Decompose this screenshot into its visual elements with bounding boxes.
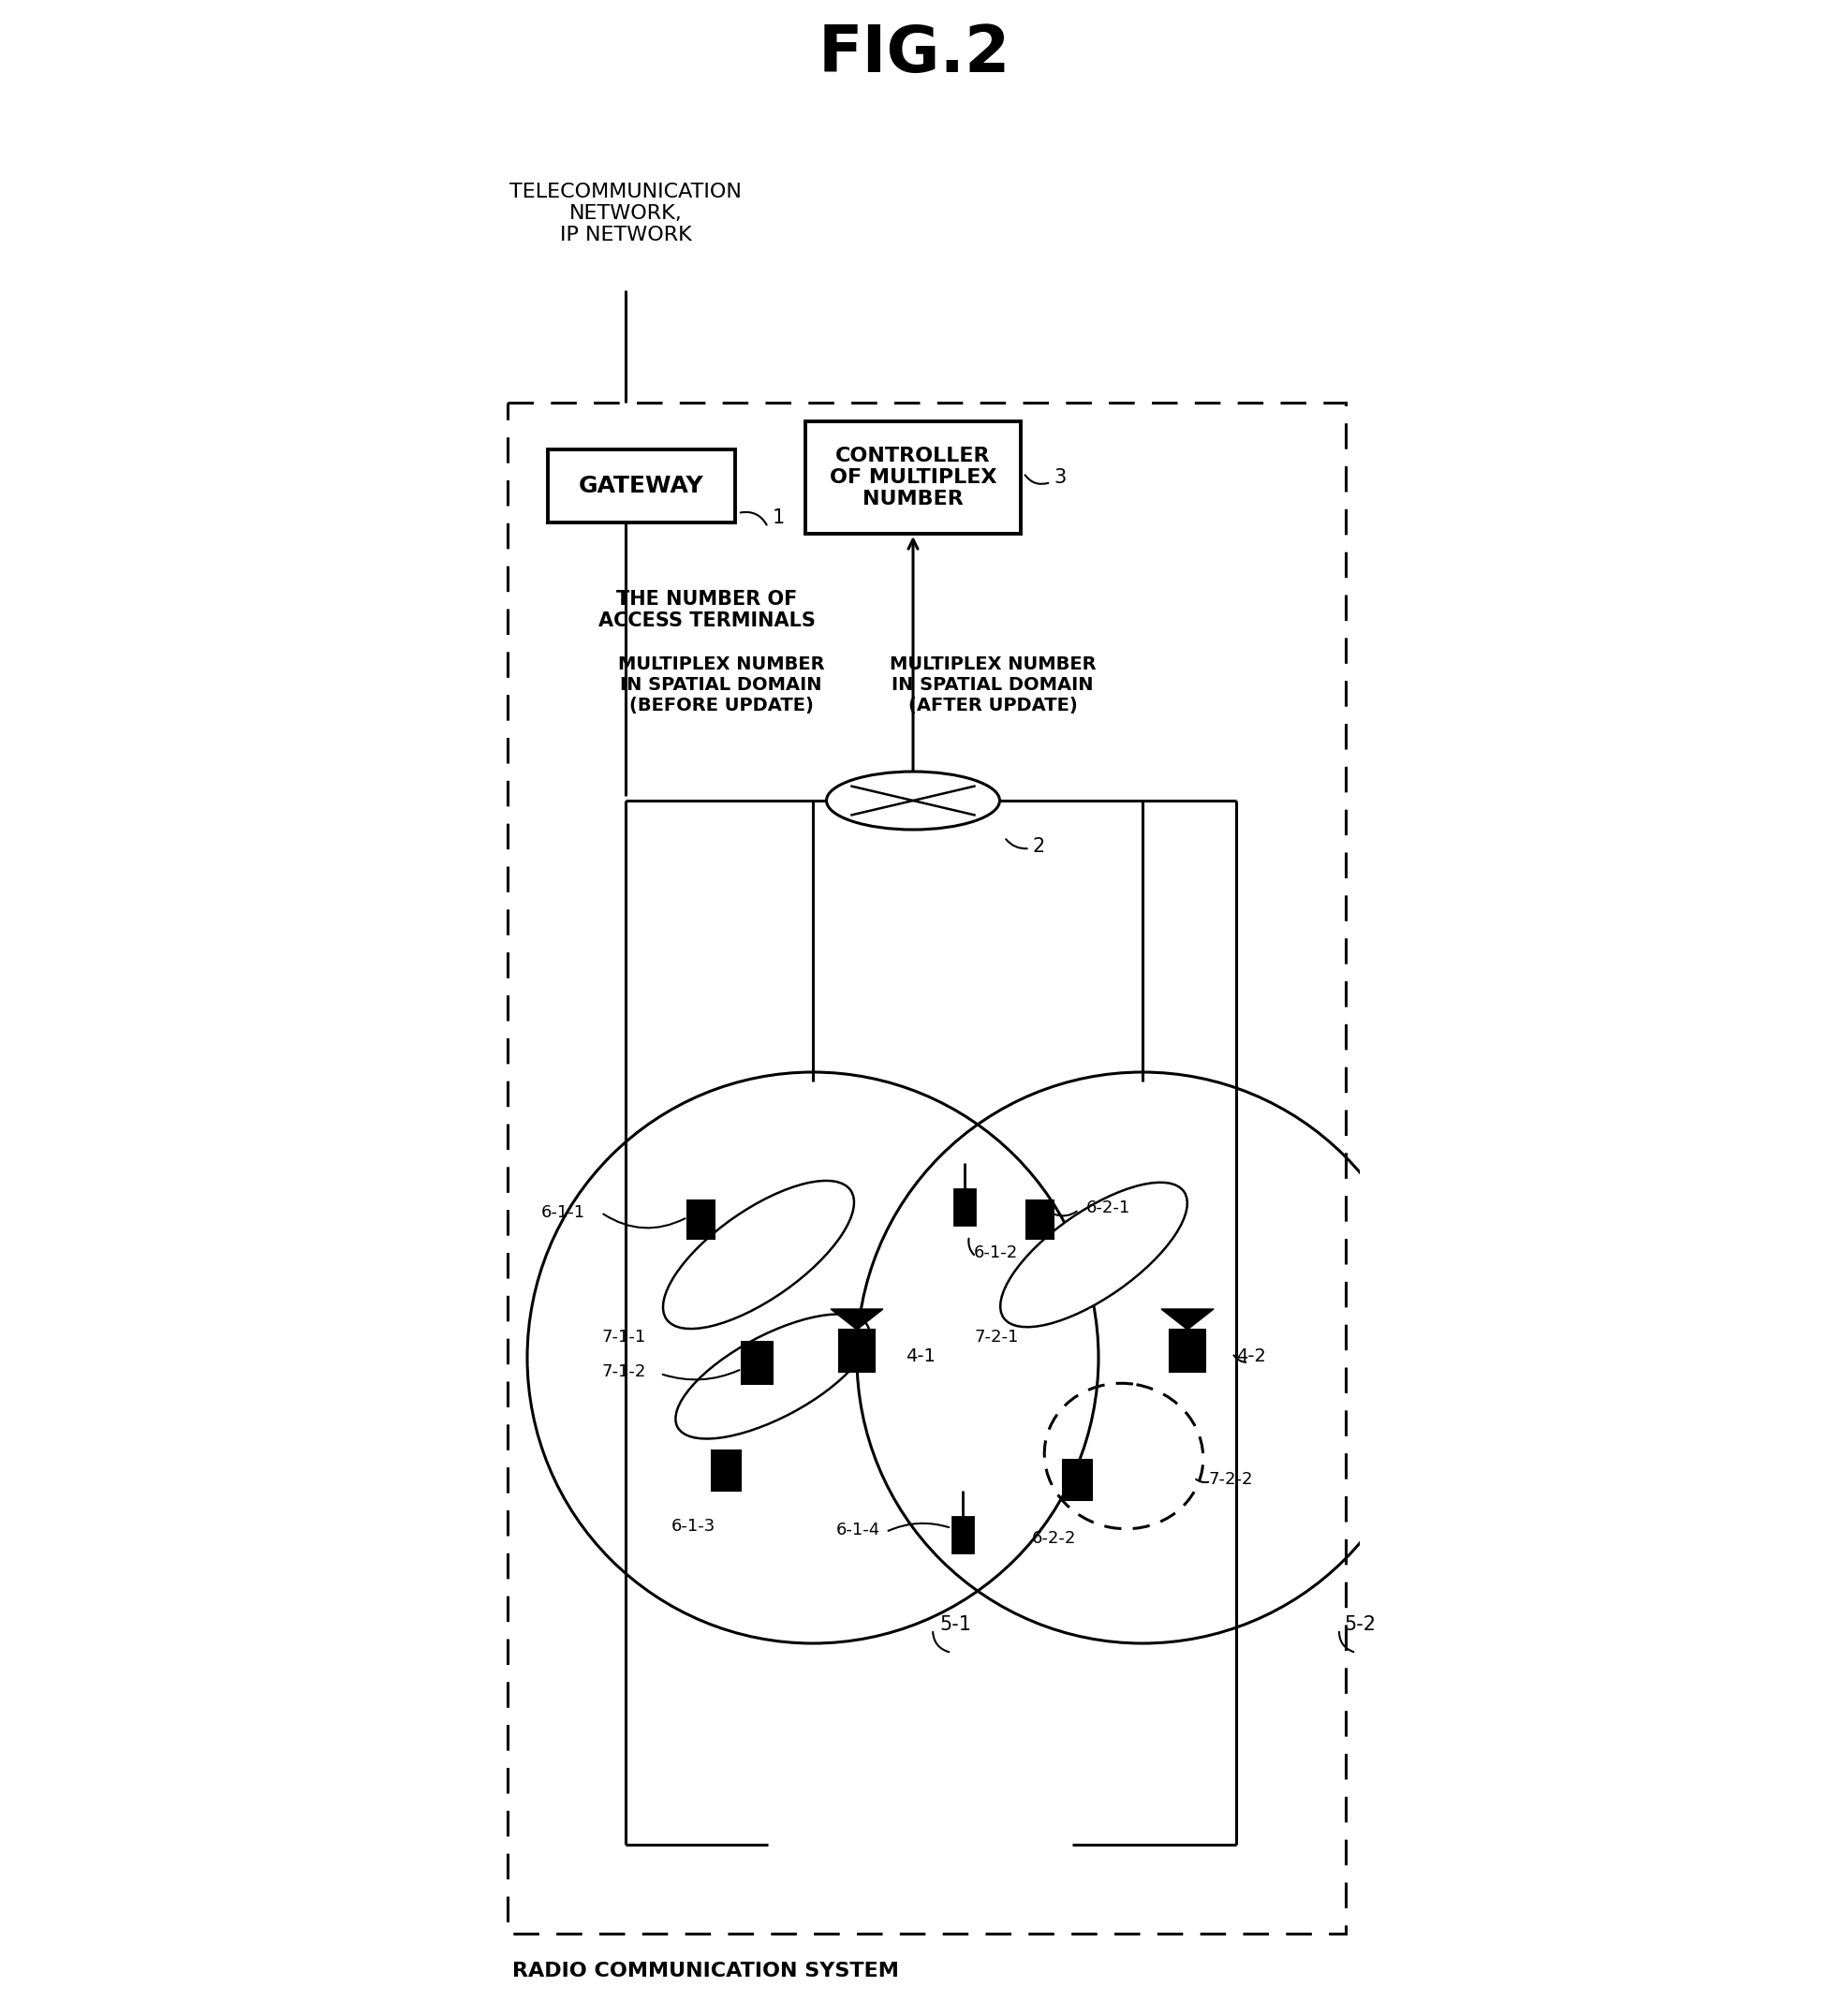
Bar	[548, 450, 735, 522]
Ellipse shape	[676, 1314, 870, 1439]
Text: 5-2: 5-2	[1344, 1615, 1376, 1633]
Text: 6-1-3: 6-1-3	[671, 1518, 715, 1534]
Polygon shape	[830, 1308, 883, 1331]
Text: MULTIPLEX NUMBER
IN SPATIAL DOMAIN
(AFTER UPDATE): MULTIPLEX NUMBER IN SPATIAL DOMAIN (AFTE…	[890, 655, 1097, 714]
Text: 1: 1	[773, 508, 784, 526]
Text: 4-1: 4-1	[905, 1347, 936, 1365]
Bar	[839, 1331, 874, 1371]
Text: CONTROLLER
OF MULTIPLEX
NUMBER: CONTROLLER OF MULTIPLEX NUMBER	[830, 446, 996, 508]
Text: 6-2-2: 6-2-2	[1031, 1530, 1075, 1546]
Text: 2: 2	[1033, 837, 1046, 857]
Text: MULTIPLEX NUMBER
IN SPATIAL DOMAIN
(BEFORE UPDATE): MULTIPLEX NUMBER IN SPATIAL DOMAIN (BEFO…	[618, 655, 824, 714]
Text: 7-2-1: 7-2-1	[974, 1329, 1018, 1345]
Text: 6-1-4: 6-1-4	[835, 1522, 881, 1538]
Bar	[954, 1189, 974, 1226]
Ellipse shape	[664, 1181, 854, 1329]
Bar	[687, 1200, 713, 1238]
Text: 5-1: 5-1	[940, 1615, 971, 1633]
Bar	[1170, 1331, 1205, 1371]
Text: 6-1-1: 6-1-1	[541, 1204, 585, 1222]
Ellipse shape	[1000, 1183, 1186, 1327]
Text: 7-1-1: 7-1-1	[601, 1329, 645, 1345]
Text: GATEWAY: GATEWAY	[579, 474, 704, 498]
Text: 3: 3	[1053, 468, 1066, 488]
Bar	[508, 403, 1345, 1933]
Text: 6-1-2: 6-1-2	[974, 1244, 1018, 1262]
Bar	[1026, 1200, 1053, 1238]
Text: 4-2: 4-2	[1236, 1347, 1267, 1365]
Polygon shape	[1161, 1308, 1214, 1331]
Bar	[711, 1450, 740, 1490]
Text: RADIO COMMUNICATION SYSTEM: RADIO COMMUNICATION SYSTEM	[512, 1962, 899, 1980]
Bar	[1062, 1460, 1091, 1500]
Bar	[806, 421, 1020, 534]
Text: FIG.2: FIG.2	[817, 22, 1011, 85]
Ellipse shape	[826, 772, 1000, 831]
Text: 7-2-2: 7-2-2	[1208, 1472, 1252, 1488]
Bar	[742, 1343, 771, 1383]
Text: 7-1-2: 7-1-2	[601, 1363, 645, 1381]
Bar	[952, 1516, 972, 1552]
Text: TELECOMMUNICATION
NETWORK,
IP NETWORK: TELECOMMUNICATION NETWORK, IP NETWORK	[510, 183, 742, 244]
Text: THE NUMBER OF
ACCESS TERMINALS: THE NUMBER OF ACCESS TERMINALS	[598, 591, 815, 631]
Text: 6-2-1: 6-2-1	[1086, 1200, 1130, 1216]
